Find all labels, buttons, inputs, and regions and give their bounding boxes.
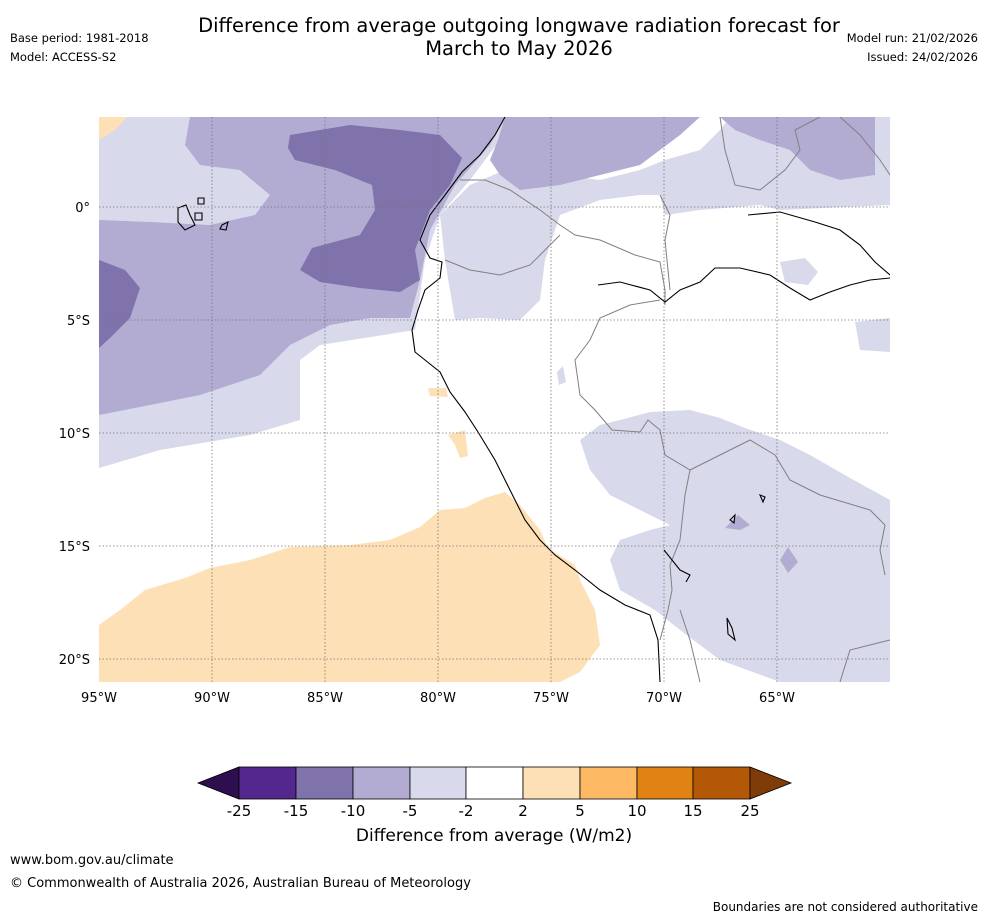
colorbar-tick: 10: [627, 802, 646, 820]
colorbar-swatch: [465, 766, 524, 800]
map-title: Difference from average outgoing longwav…: [0, 14, 988, 60]
lat-label: 15°S: [59, 540, 90, 555]
border-bolivia-chile: [679, 609, 701, 682]
bolivia-lake-2: [758, 493, 766, 504]
galapagos-3: [219, 220, 229, 231]
colorbar-ticks: -25 -15 -10 -5 -2 2 5 10 15 25: [227, 802, 760, 820]
border-brazil-bolivia: [689, 439, 886, 576]
colorbar-tick: -10: [341, 802, 366, 820]
lat-label: 20°S: [59, 653, 90, 668]
amazon-river: [597, 267, 890, 303]
lake-titicaca: [663, 549, 691, 583]
lon-label: 85°W: [307, 691, 343, 706]
axis-labels: 0° 5°S 10°S 15°S 20°S 95°W 90°W 85°W 80°…: [59, 201, 795, 706]
issued-date: Issued: 24/02/2026: [867, 50, 978, 64]
land-anomaly-south-light: [580, 410, 890, 682]
colorbar-tick: 15: [683, 802, 702, 820]
title-line-1: Difference from average outgoing longwav…: [198, 14, 840, 37]
colorbar-tick: -5: [403, 802, 418, 820]
land-anomaly-northeast-medium: [720, 117, 875, 180]
bolivia-lake-1: [729, 513, 736, 525]
colorbar-swatch: [295, 766, 354, 800]
colorbar-swatch: [352, 766, 411, 800]
lon-label: 75°W: [533, 691, 569, 706]
colorbar-tick: -2: [459, 802, 474, 820]
title-line-2: March to May 2026: [425, 37, 613, 60]
colorbar-swatch: [579, 766, 638, 800]
copyright-notice: © Commonwealth of Australia 2026, Austra…: [10, 876, 471, 891]
colorbar-extend-high: [749, 766, 793, 800]
chile-salt-flat: [726, 617, 736, 642]
land-anomaly-east-light: [780, 258, 818, 285]
colorbar-tick: -25: [227, 802, 252, 820]
lat-label: 5°S: [67, 314, 90, 329]
small-anomaly-patch: [557, 366, 566, 385]
border-colombia-ecuador: [460, 179, 666, 305]
ocean-anomaly-strong: [288, 125, 462, 292]
model-name: Model: ACCESS-S2: [10, 50, 117, 64]
ocean-anomaly-strong-west: [99, 260, 140, 348]
pacific-coastline: [411, 117, 661, 682]
lon-label: 65°W: [759, 691, 795, 706]
colorbar-swatch: [409, 766, 467, 800]
colorbar-tick: 5: [575, 802, 585, 820]
land-anomaly-east-edge: [855, 318, 890, 352]
colorbar-swatch: [522, 766, 581, 800]
land-anomaly-south-small-2: [780, 547, 798, 573]
boundaries-disclaimer: Boundaries are not considered authoritat…: [712, 900, 978, 914]
border-peru-bolivia: [659, 494, 686, 641]
land-anomaly-north-medium: [490, 117, 700, 190]
colorbar-extend-low: [196, 766, 240, 800]
land-anomaly-north-light: [440, 117, 890, 320]
website-link[interactable]: www.bom.gov.au/climate: [10, 853, 174, 868]
ocean-positive-anomaly-south: [99, 492, 600, 682]
coastlines: [177, 117, 890, 682]
ocean-positive-anomaly-northwest: [99, 117, 127, 140]
colorbar-tick: 25: [740, 802, 759, 820]
border-venezuela: [719, 117, 821, 191]
colorbar-title: Difference from average (W/m2): [355, 826, 633, 846]
model-run: Model run: 21/02/2026: [846, 31, 978, 45]
lon-label: 80°W: [420, 691, 456, 706]
lat-label: 0°: [75, 201, 90, 216]
ocean-positive-anomaly-small-2: [448, 430, 468, 458]
lon-label: 70°W: [646, 691, 682, 706]
lat-label: 10°S: [59, 427, 90, 442]
lon-label: 90°W: [194, 691, 230, 706]
country-boundaries: [444, 117, 890, 682]
border-guyana: [839, 117, 890, 176]
colorbar-swatch: [636, 766, 694, 800]
border-paraguay: [839, 639, 890, 682]
base-period: Base period: 1981-2018: [10, 31, 149, 45]
colorbar-tick: 2: [518, 802, 528, 820]
graticule: [99, 117, 890, 682]
colorbar-segments: [196, 766, 793, 800]
colorbar: -25 -15 -10 -5 -2 2 5 10 15 25: [196, 766, 793, 820]
land-anomaly-south-small-1: [725, 515, 750, 530]
ocean-positive-anomaly-small-1: [428, 388, 448, 397]
galapagos-4: [197, 197, 205, 205]
colorbar-tick: -15: [284, 802, 309, 820]
amazon-delta: [747, 211, 890, 276]
forecast-map: 0° 5°S 10°S 15°S 20°S 95°W 90°W 85°W 80°…: [59, 117, 890, 706]
map-fields: [99, 117, 890, 682]
colorbar-swatch: [238, 766, 297, 800]
galapagos-1: [177, 204, 196, 231]
border-brazil-colombia: [659, 194, 671, 291]
galapagos-2: [194, 212, 203, 221]
border-peru-ecuador: [444, 234, 561, 276]
colorbar-swatch: [692, 766, 751, 800]
lon-label: 95°W: [81, 691, 117, 706]
